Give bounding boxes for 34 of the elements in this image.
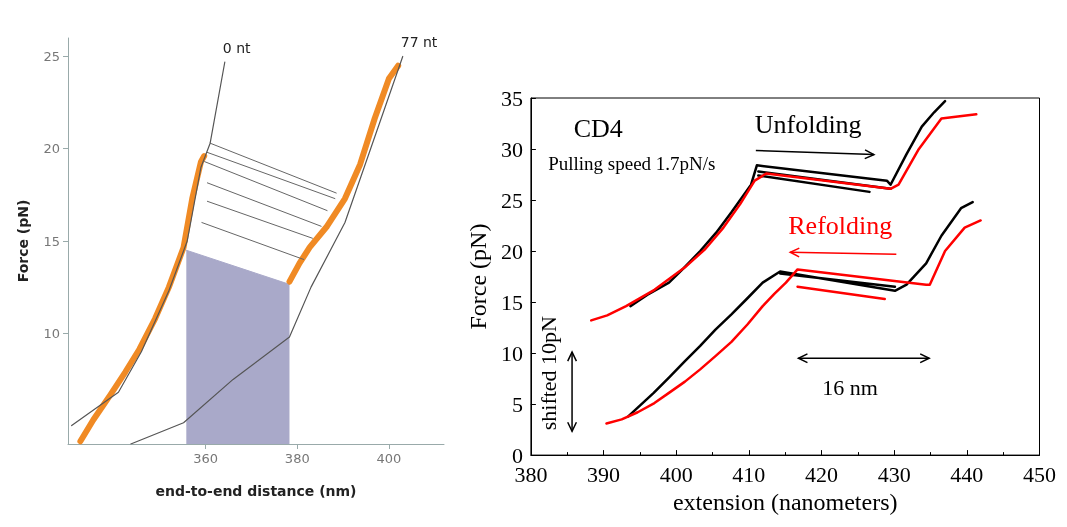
y-tick-label: 20 — [43, 141, 60, 157]
series-label: 0 nt — [222, 39, 252, 56]
y-tick-label: 15 — [500, 289, 523, 315]
x-tick-label: 400 — [659, 461, 693, 487]
x-tick-label: 450 — [1023, 461, 1056, 487]
annotation: 16 nm — [822, 374, 878, 400]
annotation: CD4 — [573, 114, 623, 144]
x-axis-title: end-to-end distance (nm) — [155, 483, 357, 499]
x-tick-label: 410 — [732, 461, 766, 487]
y-tick-label: 25 — [500, 187, 523, 213]
x-tick-label: 360 — [193, 451, 218, 466]
series-label: Refolding — [788, 211, 893, 241]
x-tick-label: 390 — [587, 461, 621, 487]
x-tick-label: 400 — [376, 451, 402, 466]
x-tick-label: 430 — [877, 461, 911, 487]
y-axis-title: Force (pN) — [15, 199, 31, 283]
y-tick-label: 15 — [43, 233, 60, 249]
series-label: 77 nt — [400, 34, 438, 51]
y-tick-label: 35 — [500, 85, 523, 111]
annotation: shifted 10pN — [536, 315, 562, 431]
x-tick-label: 380 — [284, 451, 310, 466]
y-tick-label: 20 — [500, 238, 523, 264]
x-tick-label: 420 — [805, 461, 839, 487]
y-tick-label: 25 — [43, 48, 60, 64]
y-axis-title: Force (pN) — [465, 223, 491, 330]
x-axis-title: extension (nanometers) — [672, 489, 898, 515]
series-label: Unfolding — [754, 110, 862, 140]
y-tick-label: 10 — [43, 325, 60, 341]
y-tick-label: 10 — [500, 340, 523, 366]
x-tick-label: 440 — [950, 461, 984, 487]
y-tick-label: 5 — [511, 391, 523, 417]
y-tick-label: 30 — [500, 136, 523, 162]
annotation: Pulling speed 1.7pN/s — [548, 153, 716, 175]
y-tick-label: 0 — [511, 442, 523, 468]
